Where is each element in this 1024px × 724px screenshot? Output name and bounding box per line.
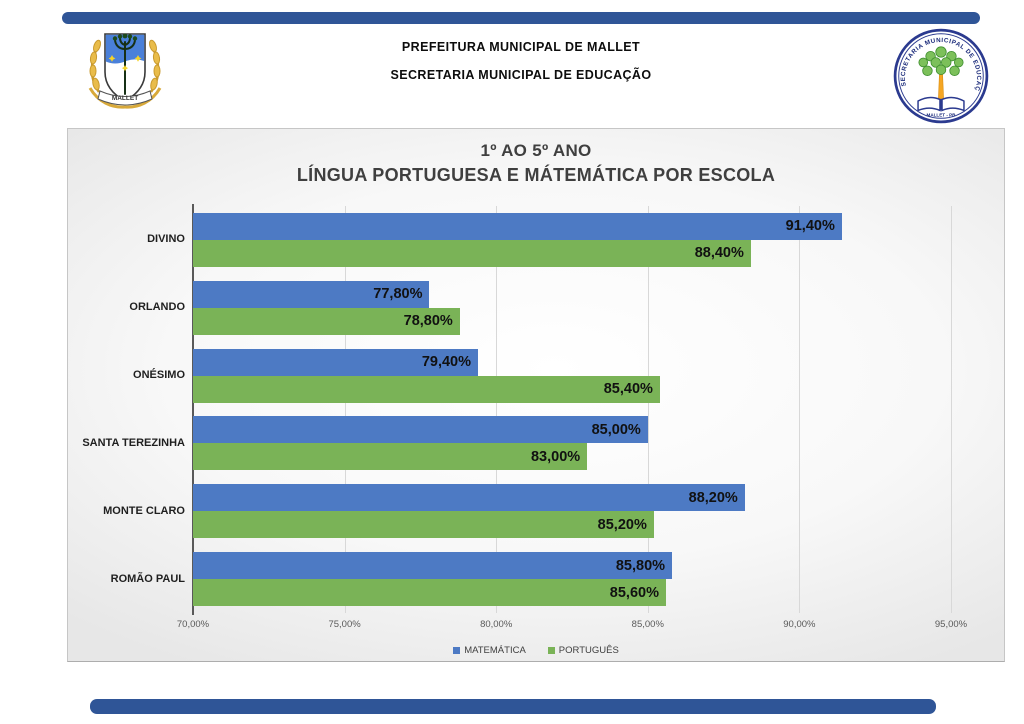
value-label: 85,00% xyxy=(591,421,641,438)
top-accent-bar xyxy=(62,12,980,24)
value-label: 85,80% xyxy=(615,557,666,574)
education-seal-graphic: SECRETARIA MUNICIPAL DE EDUCAÇÃO MALLET … xyxy=(890,23,989,124)
bar-portugues: 88,40% xyxy=(193,239,751,267)
bar-matematica: 91,40% xyxy=(193,212,842,240)
open-book xyxy=(917,96,965,112)
gridline xyxy=(799,206,801,613)
axis-tick-label: 70,00% xyxy=(176,619,210,630)
wheat-branches xyxy=(88,39,162,109)
bar-matematica: 77,80% xyxy=(193,280,430,308)
value-label: 85,40% xyxy=(603,381,653,398)
bar-matematica: 88,20% xyxy=(193,484,745,512)
header-title-line2: SECRETARIA MUNICIPAL DE EDUCAÇÃO xyxy=(390,68,652,82)
value-label: 85,20% xyxy=(597,516,647,533)
stars xyxy=(108,55,142,72)
value-label: 91,40% xyxy=(785,218,835,235)
category-label: DIVINO xyxy=(147,233,185,246)
education-seal-logo: SECRETARIA MUNICIPAL DE EDUCAÇÃO MALLET … xyxy=(890,23,989,129)
category-label: SANTA TEREZINHA xyxy=(82,436,185,449)
axis-tick-label: 80,00% xyxy=(480,619,513,630)
seal-inner-ring xyxy=(898,33,984,119)
legend-swatch xyxy=(453,647,461,654)
legend-label: MATEMÁTICA xyxy=(464,645,526,656)
coat-of-arms-logo: MALLET xyxy=(84,28,166,125)
bar-portugues: 85,20% xyxy=(193,511,654,539)
value-label: 88,40% xyxy=(694,245,744,262)
araucaria-crown xyxy=(112,33,138,41)
value-label: 78,80% xyxy=(403,313,453,330)
category-label: ROMÃO PAUL xyxy=(110,572,185,585)
bar-portugues: 78,80% xyxy=(193,307,460,335)
bar-matematica: 79,40% xyxy=(193,348,478,376)
category-label: ONÉSIMO xyxy=(133,369,185,382)
bar-matematica: 85,80% xyxy=(193,552,673,580)
bar-portugues: 85,40% xyxy=(193,375,660,403)
banner-text: MALLET xyxy=(112,95,138,102)
header-title-line1: PREFEITURA MUNICIPAL DE MALLET xyxy=(401,40,641,54)
axis-tick-label: 95,00% xyxy=(934,619,968,630)
gridline xyxy=(951,206,952,613)
chart-title-line1: 1º AO 5º ANO xyxy=(480,141,592,160)
value-label: 79,40% xyxy=(421,354,471,371)
category-axis-line xyxy=(192,204,194,615)
gridline xyxy=(496,206,498,613)
bar-portugues: 85,60% xyxy=(193,579,666,607)
bottom-accent-bar xyxy=(90,699,936,714)
legend-item: PORTUGUÊS xyxy=(547,645,619,656)
axis-tick-label: 85,00% xyxy=(631,619,664,630)
axis-tick-label: 90,00% xyxy=(783,619,816,630)
chart-legend: MATEMÁTICA PORTUGUÊS xyxy=(68,645,1004,656)
gridline xyxy=(647,206,649,613)
gridline xyxy=(344,206,346,613)
value-label: 85,60% xyxy=(609,584,659,601)
chart-plot: 70,00% 75,00% 80,00% 85,00% 90,00% 95,00% DIVI… xyxy=(68,129,1004,661)
value-label: 77,80% xyxy=(373,286,423,303)
bar-matematica: 85,00% xyxy=(193,416,648,444)
axis-tick-label: 75,00% xyxy=(328,619,361,630)
legend-swatch xyxy=(547,647,555,654)
tree-trunk xyxy=(938,73,944,100)
tree-foliage xyxy=(918,46,964,77)
chart-panel: 1º AO 5º ANO LÍNGUA PORTUGUESA E MÁTEMÁT… xyxy=(67,128,1005,662)
coat-of-arms-graphic: MALLET xyxy=(88,33,162,109)
legend-item: MATEMÁTICA xyxy=(453,645,526,656)
banner-ribbon xyxy=(97,90,153,106)
value-label: 88,20% xyxy=(688,489,738,506)
seal-caption: MALLET - PR xyxy=(927,113,957,118)
legend-label: PORTUGUÊS xyxy=(558,645,619,656)
chart-title-line2: LÍNGUA PORTUGUESA E MÁTEMÁTICA POR ESCOL… xyxy=(296,165,776,185)
category-label: MONTE CLARO xyxy=(103,504,185,517)
category-label: ORLANDO xyxy=(129,301,185,314)
bar-portugues: 83,00% xyxy=(193,443,588,471)
value-label: 83,00% xyxy=(530,448,581,465)
